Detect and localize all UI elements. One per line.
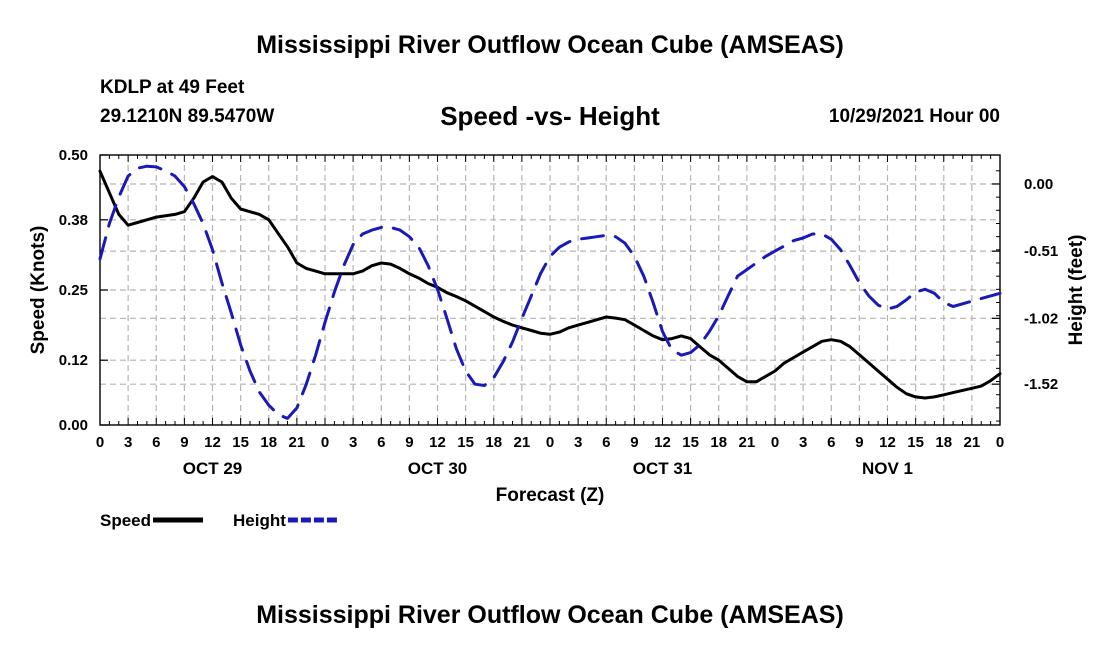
x-tick-label: 9 <box>180 434 188 451</box>
forecast-datetime: 10/29/2021 Hour 00 <box>828 106 1000 127</box>
x-tick-label: 15 <box>682 434 699 451</box>
x-tick-label: 18 <box>935 434 952 451</box>
x-axis-title: Forecast (Z) <box>496 485 605 506</box>
x-tick-label: 3 <box>349 434 357 451</box>
y-right-tick-label: -1.02 <box>1024 310 1058 327</box>
x-tick-label: 12 <box>429 434 446 451</box>
x-tick-label: 6 <box>602 434 610 451</box>
y-right-tick-label: -0.51 <box>1024 243 1058 260</box>
y-left-tick-label: 0.00 <box>59 417 88 434</box>
x-day-label: NOV 1 <box>862 459 913 478</box>
y-left-axis-title: Speed (Knots) <box>28 226 49 355</box>
x-tick-label: 3 <box>124 434 132 451</box>
y-right-axis-title: Height (feet) <box>1066 235 1087 346</box>
y-left-tick-label: 0.38 <box>59 212 88 229</box>
x-day-label: OCT 29 <box>183 459 243 478</box>
x-tick-label: 12 <box>204 434 221 451</box>
x-tick-label: 21 <box>964 434 981 451</box>
x-tick-label: 9 <box>405 434 413 451</box>
chart-subtitle: Speed -vs- Height <box>440 101 660 131</box>
x-tick-label: 0 <box>546 434 554 451</box>
x-tick-label: 0 <box>96 434 104 451</box>
station-label: KDLP at 49 Feet <box>100 77 245 98</box>
x-tick-label: 21 <box>289 434 306 451</box>
footer-title: Mississippi River Outflow Ocean Cube (AM… <box>256 601 844 629</box>
legend-label: Height <box>233 511 286 530</box>
series-speed-line <box>98 169 1002 400</box>
x-tick-label: 6 <box>377 434 385 451</box>
x-tick-label: 18 <box>710 434 727 451</box>
y-left-tick-label: 0.25 <box>59 282 88 299</box>
x-tick-label: 3 <box>574 434 582 451</box>
station-coordinates: 29.1210N 89.5470W <box>100 106 275 127</box>
x-tick-label: 0 <box>771 434 779 451</box>
x-tick-label: 21 <box>514 434 531 451</box>
y-right-tick-label: 0.00 <box>1024 176 1053 193</box>
x-tick-label: 18 <box>485 434 502 451</box>
x-tick-label: 0 <box>321 434 329 451</box>
x-day-label: OCT 31 <box>633 459 693 478</box>
x-tick-label: 9 <box>855 434 863 451</box>
x-tick-label: 15 <box>907 434 924 451</box>
x-tick-label: 6 <box>827 434 835 451</box>
x-tick-label: 3 <box>799 434 807 451</box>
x-tick-label: 9 <box>630 434 638 451</box>
series-height-line <box>98 164 1002 420</box>
x-tick-label: 18 <box>260 434 277 451</box>
x-tick-label: 6 <box>152 434 160 451</box>
x-tick-label: 15 <box>232 434 249 451</box>
y-left-tick-label: 0.12 <box>59 352 88 369</box>
x-tick-label: 15 <box>457 434 474 451</box>
page-title: Mississippi River Outflow Ocean Cube (AM… <box>256 31 844 59</box>
x-tick-label: 12 <box>654 434 671 451</box>
y-right-tick-label: -1.52 <box>1024 376 1058 393</box>
x-tick-label: 0 <box>996 434 1004 451</box>
y-left-tick-label: 0.50 <box>59 147 88 164</box>
x-tick-label: 21 <box>739 434 756 451</box>
legend-label: Speed <box>100 511 151 530</box>
x-day-label: OCT 30 <box>408 459 468 478</box>
x-tick-label: 12 <box>879 434 896 451</box>
